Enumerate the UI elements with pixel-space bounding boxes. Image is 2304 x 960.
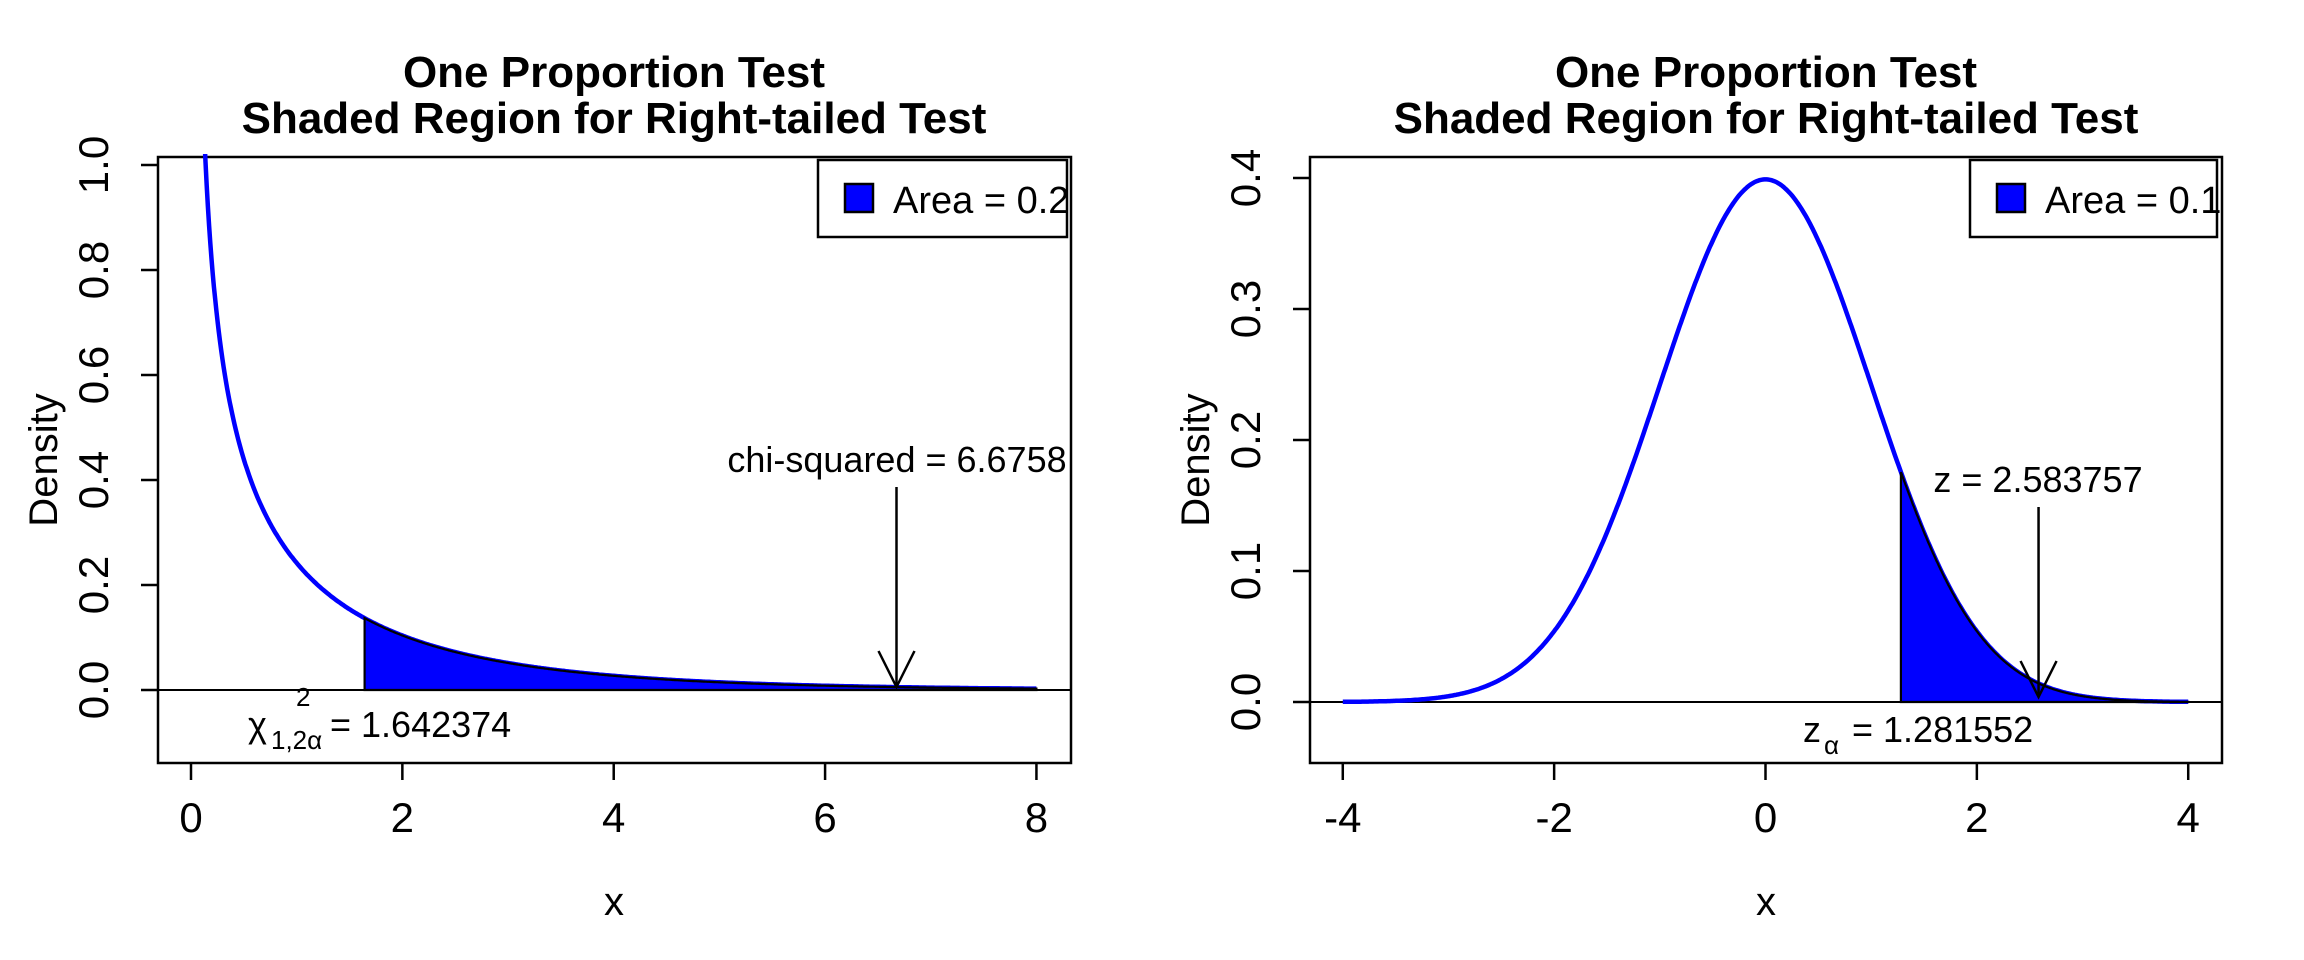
x-tick-label: 8: [1025, 794, 1048, 841]
right-xlabel: x: [1756, 880, 1776, 924]
right-crit-rest: = 1.281552: [1852, 709, 2033, 750]
right-legend-label: Area = 0.1: [2045, 180, 2221, 222]
y-tick-label: 0.4: [70, 451, 117, 509]
y-tick-label: 1.0: [70, 136, 117, 194]
right-density-curve: [1342, 177, 2189, 705]
y-tick-label: 0.4: [1222, 149, 1269, 207]
y-tick-label: 0.2: [70, 556, 117, 614]
left-crit-base: χ: [248, 704, 267, 745]
left-critical-label: χ 1,2α 2 = 1.642374: [248, 682, 511, 755]
x-tick-label: -2: [1535, 794, 1572, 841]
right-panel: One Proportion Test Shaded Region for Ri…: [1174, 48, 2224, 924]
right-ylabel: Density: [1174, 393, 1218, 526]
shaded-tail-polygon: [1899, 471, 2190, 704]
left-legend: Area = 0.2: [816, 158, 1069, 239]
left-x-axis: 0 2 4 6 8: [179, 763, 1048, 841]
x-tick-label: 4: [2177, 794, 2200, 841]
right-y-axis: 0.0 0.1 0.2 0.3 0.4: [1222, 149, 1310, 731]
y-tick-label: 0.8: [70, 241, 117, 299]
arrow-head: [2019, 660, 2058, 700]
y-tick-label: 0.3: [1222, 280, 1269, 338]
y-tick-label: 0.2: [1222, 411, 1269, 469]
right-legend-swatch: [1995, 182, 2027, 214]
shaded-tail-polygon: [363, 616, 1038, 692]
density-curve-path: [1342, 177, 2189, 705]
right-test-statistic-arrow: [2019, 507, 2058, 700]
x-tick-label: 2: [391, 794, 414, 841]
left-title-line1: One Proportion Test: [403, 48, 825, 97]
left-stat-label: chi-squared = 6.6758: [727, 439, 1066, 480]
left-xlabel: x: [604, 880, 624, 924]
left-legend-swatch: [843, 182, 875, 214]
right-stat-label: z = 2.583757: [1933, 459, 2142, 500]
y-tick-label: 0.1: [1222, 542, 1269, 600]
left-legend-label: Area = 0.2: [893, 180, 1069, 222]
left-test-statistic-arrow: [877, 487, 916, 690]
y-tick-label: 0.6: [70, 346, 117, 404]
left-ylabel: Density: [22, 393, 66, 526]
left-panel: One Proportion Test Shaded Region for Ri…: [22, 48, 1073, 924]
x-tick-label: 4: [602, 794, 625, 841]
left-y-axis: 0.0 0.2 0.4 0.6 0.8 1.0: [70, 136, 158, 719]
right-legend: Area = 0.1: [1968, 158, 2221, 239]
x-tick-label: -4: [1324, 794, 1361, 841]
x-tick-label: 6: [813, 794, 836, 841]
right-crit-base: z: [1803, 709, 1821, 750]
left-shaded-region: [363, 616, 1038, 692]
left-title-line2: Shaded Region for Right-tailed Test: [242, 94, 987, 143]
right-title-line2: Shaded Region for Right-tailed Test: [1394, 94, 2139, 143]
right-critical-label: z α = 1.281552: [1803, 709, 2033, 760]
right-crit-sub: α: [1824, 730, 1839, 760]
right-title-line1: One Proportion Test: [1555, 48, 1977, 97]
left-crit-sup: 2: [296, 682, 310, 712]
left-crit-sub: 1,2α: [271, 725, 322, 755]
y-tick-label: 0.0: [1222, 673, 1269, 731]
arrow-head: [877, 650, 916, 690]
y-tick-label: 0.0: [70, 661, 117, 719]
right-shaded-region: [1899, 471, 2190, 704]
x-tick-label: 0: [179, 794, 202, 841]
left-crit-rest: = 1.642374: [330, 704, 511, 745]
x-tick-label: 0: [1754, 794, 1777, 841]
right-x-axis: -4 -2 0 2 4: [1324, 763, 2200, 841]
x-tick-label: 2: [1965, 794, 1988, 841]
